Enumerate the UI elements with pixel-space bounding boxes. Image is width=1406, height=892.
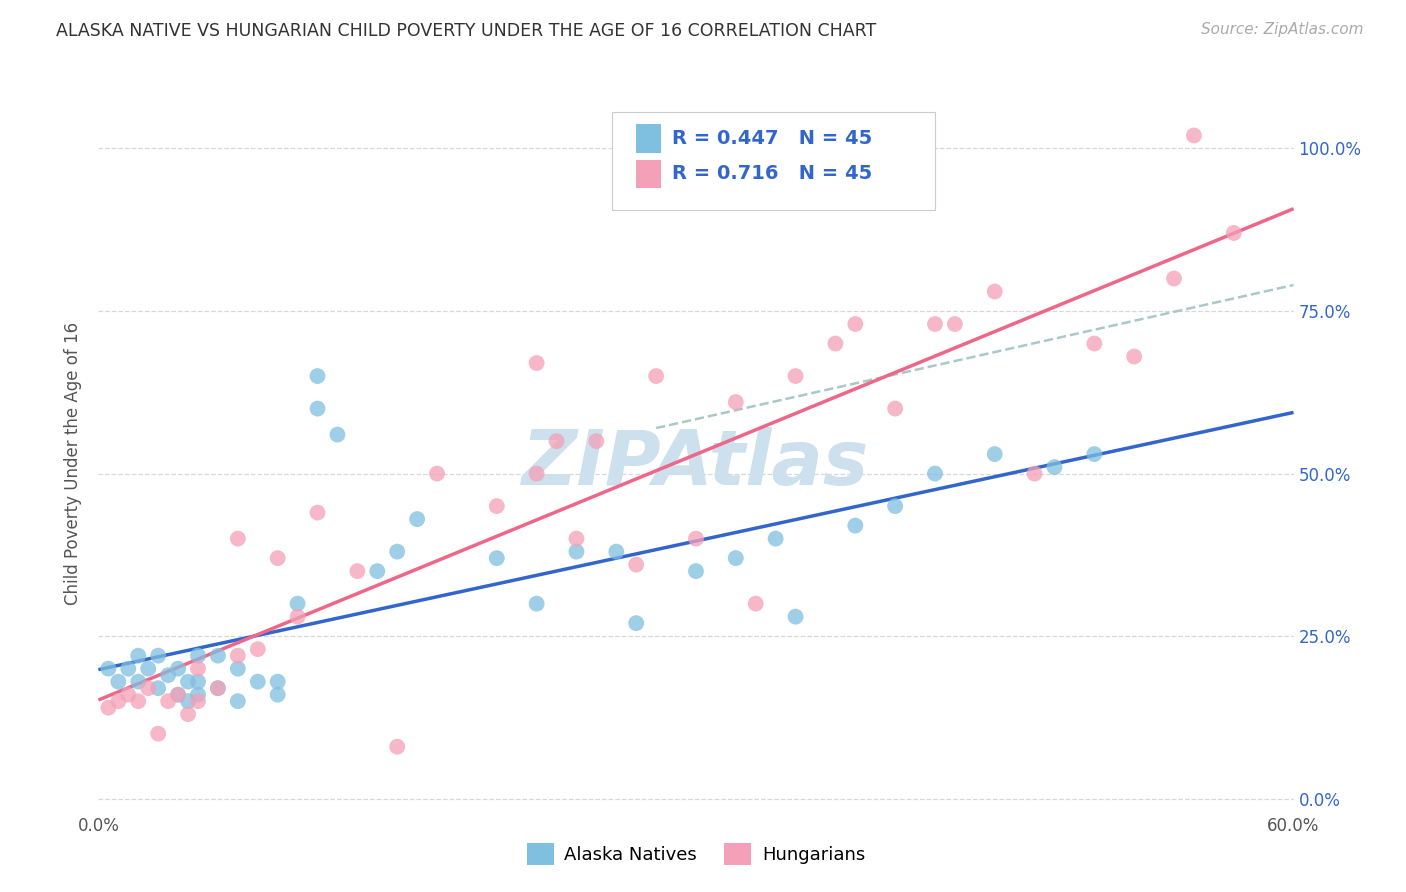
Point [287,597,309,611]
Point [97,700,120,714]
Point [884,401,907,416]
Point [605,544,627,558]
Point [187,694,209,708]
Point [177,674,200,689]
Point [724,395,747,409]
Point [307,401,329,416]
Point [844,518,866,533]
Point [426,467,449,481]
Point [107,674,129,689]
Point [117,688,139,702]
Point [207,681,229,695]
Point [287,609,309,624]
Point [307,506,329,520]
Point [267,551,290,566]
Point [177,707,200,722]
Point [824,336,846,351]
Point [307,369,329,384]
Point [626,616,648,631]
Point [136,681,159,695]
Point [267,688,290,702]
Point [565,532,588,546]
Point [1024,467,1046,481]
Point [685,532,707,546]
Point [1083,447,1105,461]
Point [924,467,946,481]
Point [884,499,907,513]
Point [1123,350,1146,364]
Point [117,662,139,676]
Point [1222,226,1246,240]
Point [526,597,548,611]
Point [187,648,209,663]
Point [526,356,548,370]
Point [1182,128,1205,143]
Point [226,648,249,663]
Point [127,694,149,708]
Point [546,434,568,448]
Point [745,597,768,611]
Point [385,544,409,558]
Point [167,688,190,702]
Legend: Alaska Natives, Hungarians: Alaska Natives, Hungarians [519,836,873,872]
Point [366,564,388,578]
Point [226,662,249,676]
Point [385,739,409,754]
Point [924,317,946,331]
Point [157,668,180,682]
Point [187,688,209,702]
Point [207,681,229,695]
Text: R = 0.716   N = 45: R = 0.716 N = 45 [672,164,872,184]
Point [485,551,508,566]
Point [526,467,548,481]
Point [187,662,209,676]
Point [107,694,129,708]
Point [765,532,787,546]
Point [226,532,249,546]
Y-axis label: Child Poverty Under the Age of 16: Child Poverty Under the Age of 16 [65,322,83,606]
Point [148,681,170,695]
Point [326,427,349,442]
Point [844,317,866,331]
Point [226,694,249,708]
Point [406,512,429,526]
Point [177,694,200,708]
Point [246,642,269,657]
Text: ALASKA NATIVE VS HUNGARIAN CHILD POVERTY UNDER THE AGE OF 16 CORRELATION CHART: ALASKA NATIVE VS HUNGARIAN CHILD POVERTY… [56,22,876,40]
Point [136,662,159,676]
Point [346,564,368,578]
Point [724,551,747,566]
Point [785,609,807,624]
Text: R = 0.447   N = 45: R = 0.447 N = 45 [672,128,872,148]
Point [585,434,607,448]
Point [785,369,807,384]
Point [187,674,209,689]
Point [485,499,508,513]
Point [626,558,648,572]
Point [984,285,1007,299]
Point [1043,460,1066,475]
Point [943,317,966,331]
Point [565,544,588,558]
Point [645,369,668,384]
Text: Source: ZipAtlas.com: Source: ZipAtlas.com [1201,22,1364,37]
Point [148,648,170,663]
Point [167,662,190,676]
Point [984,447,1007,461]
Point [1163,271,1185,285]
Point [97,662,120,676]
Point [148,727,170,741]
Point [207,648,229,663]
Point [685,564,707,578]
Point [167,688,190,702]
Point [127,674,149,689]
Point [267,674,290,689]
Text: ZIPAtlas: ZIPAtlas [522,427,870,500]
Point [246,674,269,689]
Point [1083,336,1105,351]
Point [157,694,180,708]
Point [127,648,149,663]
